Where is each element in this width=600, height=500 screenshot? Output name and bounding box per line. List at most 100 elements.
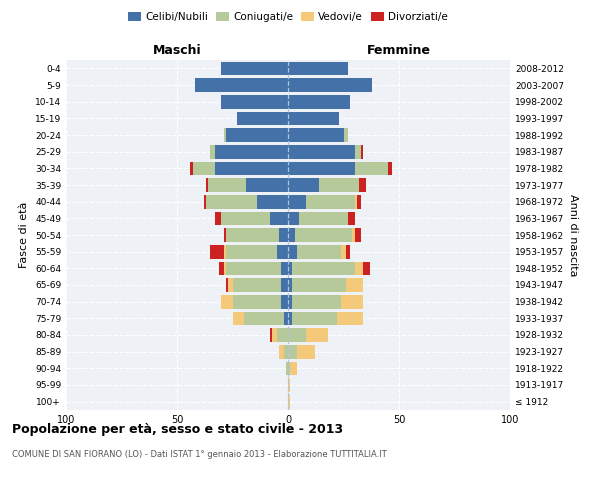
Bar <box>206 178 288 192</box>
Bar <box>288 345 314 358</box>
Bar <box>221 212 288 225</box>
Bar <box>288 145 361 158</box>
Bar <box>288 178 359 192</box>
Bar <box>288 212 355 225</box>
Bar <box>288 262 370 275</box>
Bar <box>288 162 388 175</box>
Bar <box>221 62 288 75</box>
Bar <box>224 228 288 242</box>
Bar <box>221 62 288 75</box>
Bar <box>288 228 295 242</box>
Bar <box>221 95 288 108</box>
Bar <box>281 278 288 292</box>
Bar <box>288 145 364 158</box>
Bar <box>224 262 288 275</box>
Bar <box>288 112 339 125</box>
Bar <box>221 95 288 108</box>
Bar <box>288 78 373 92</box>
Bar <box>281 262 288 275</box>
Text: Femmine: Femmine <box>367 44 431 57</box>
Bar <box>288 228 352 242</box>
Bar <box>211 245 288 258</box>
Bar <box>221 295 288 308</box>
Bar <box>288 295 341 308</box>
Bar <box>233 312 288 325</box>
Bar <box>226 228 288 242</box>
Bar <box>279 345 288 358</box>
Bar <box>288 362 297 375</box>
Bar <box>288 162 388 175</box>
Bar <box>215 162 288 175</box>
Bar <box>288 212 348 225</box>
Bar <box>233 312 288 325</box>
Bar <box>288 178 366 192</box>
Bar <box>237 112 288 125</box>
Bar <box>270 212 288 225</box>
Bar <box>288 362 297 375</box>
Bar <box>286 362 288 375</box>
Bar <box>277 328 288 342</box>
Bar <box>288 262 292 275</box>
Bar <box>288 212 299 225</box>
Bar <box>288 362 290 375</box>
Bar <box>211 145 288 158</box>
Bar <box>288 378 290 392</box>
Text: Maschi: Maschi <box>152 44 202 57</box>
Bar <box>288 195 361 208</box>
Bar <box>288 178 319 192</box>
Bar <box>288 278 364 292</box>
Bar <box>224 128 288 142</box>
Bar <box>288 128 343 142</box>
Bar <box>288 128 348 142</box>
Bar <box>288 195 355 208</box>
Bar <box>206 195 288 208</box>
Bar <box>257 195 288 208</box>
Bar <box>221 95 288 108</box>
Bar <box>195 78 288 92</box>
Bar <box>288 195 306 208</box>
Bar <box>226 262 288 275</box>
Bar <box>193 162 288 175</box>
Bar <box>190 162 288 175</box>
Bar <box>237 112 288 125</box>
Bar <box>226 128 288 142</box>
Bar <box>288 62 348 75</box>
Bar <box>288 62 348 75</box>
Bar <box>215 212 288 225</box>
Bar <box>279 345 288 358</box>
Bar <box>288 112 339 125</box>
Bar <box>288 312 364 325</box>
Bar <box>288 278 292 292</box>
Bar <box>288 378 290 392</box>
Bar <box>288 228 361 242</box>
Bar <box>195 78 288 92</box>
Bar <box>288 178 359 192</box>
Bar <box>288 95 350 108</box>
Bar <box>224 245 288 258</box>
Bar <box>286 362 288 375</box>
Bar <box>215 145 288 158</box>
Bar <box>221 295 288 308</box>
Bar <box>288 312 337 325</box>
Bar <box>226 278 288 292</box>
Bar <box>288 245 346 258</box>
Bar <box>288 62 348 75</box>
Bar <box>272 328 288 342</box>
Bar <box>288 295 292 308</box>
Bar <box>288 312 364 325</box>
Bar <box>288 162 392 175</box>
Bar <box>237 112 288 125</box>
Bar <box>288 112 339 125</box>
Bar <box>288 78 373 92</box>
Bar <box>288 345 314 358</box>
Bar <box>288 328 328 342</box>
Bar <box>224 128 288 142</box>
Bar <box>288 262 364 275</box>
Bar <box>211 145 288 158</box>
Bar <box>284 345 288 358</box>
Y-axis label: Fasce di età: Fasce di età <box>19 202 29 268</box>
Bar <box>288 128 348 142</box>
Bar <box>221 62 288 75</box>
Bar <box>288 145 355 158</box>
Bar <box>288 112 339 125</box>
